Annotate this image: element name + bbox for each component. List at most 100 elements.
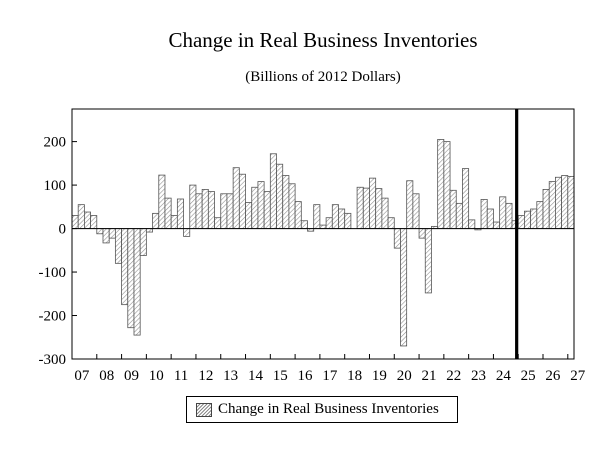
bar	[189, 184, 197, 229]
bar	[517, 215, 525, 229]
x-tick-label: 23	[471, 368, 486, 384]
y-tick-label: 100	[44, 178, 67, 194]
legend: Change in Real Business Inventories	[186, 396, 458, 423]
bar	[238, 173, 246, 229]
x-tick-label: 24	[496, 368, 512, 384]
bar	[443, 141, 451, 229]
bar	[548, 181, 556, 229]
x-tick-label: 20	[397, 368, 412, 384]
bar	[356, 186, 364, 229]
bar	[319, 224, 327, 229]
x-tick-label: 18	[347, 368, 362, 384]
bar	[400, 228, 408, 347]
bar	[84, 211, 92, 229]
bar	[375, 188, 383, 229]
bar	[437, 139, 445, 229]
bar	[232, 167, 240, 229]
bar	[269, 153, 277, 229]
x-tick-label: 11	[174, 368, 188, 384]
bar	[257, 181, 265, 229]
bar	[251, 186, 259, 229]
bar	[462, 168, 470, 229]
x-tick-label: 08	[99, 368, 114, 384]
bar	[145, 228, 153, 233]
bar	[344, 212, 352, 229]
bar	[139, 228, 147, 256]
bar	[493, 221, 501, 229]
bar	[220, 193, 228, 229]
chart-title: Change in Real Business Inventories	[168, 28, 478, 52]
x-tick-label: 21	[421, 368, 436, 384]
x-tick-label: 26	[545, 368, 561, 384]
x-tick-label: 17	[322, 368, 338, 384]
bar	[468, 219, 476, 229]
bar	[480, 199, 488, 229]
bar	[245, 202, 253, 229]
bar	[170, 215, 178, 229]
bar	[499, 196, 507, 229]
bar	[561, 175, 569, 229]
x-tick-label: 07	[74, 368, 90, 384]
legend-label: Change in Real Business Inventories	[218, 401, 439, 417]
bar	[263, 191, 271, 229]
bar	[127, 228, 135, 329]
bar	[505, 202, 513, 229]
y-tick-label: 200	[44, 135, 67, 151]
x-tick-label: 10	[149, 368, 164, 384]
bar	[294, 201, 302, 229]
bar	[300, 220, 308, 229]
bar	[207, 191, 215, 229]
y-tick-label: 0	[59, 222, 67, 238]
bar	[158, 174, 166, 229]
bar	[393, 228, 401, 249]
bar	[567, 175, 575, 229]
x-tick-label: 14	[248, 368, 264, 384]
bar	[121, 228, 129, 306]
bar	[214, 217, 222, 229]
bar	[338, 208, 346, 229]
bar	[152, 212, 160, 229]
bar	[108, 228, 116, 239]
x-tick-label: 27	[570, 368, 586, 384]
x-tick-label: 22	[446, 368, 461, 384]
x-tick-label: 15	[273, 368, 288, 384]
bar	[424, 228, 432, 294]
y-tick-label: -100	[39, 265, 67, 281]
bar	[313, 204, 321, 229]
y-tick-label: -200	[39, 309, 67, 325]
x-tick-label: 09	[124, 368, 139, 384]
bar	[486, 208, 494, 229]
bar	[418, 228, 426, 239]
bar	[381, 197, 389, 229]
x-tick-label: 19	[372, 368, 387, 384]
bar	[164, 197, 172, 229]
bar	[77, 204, 85, 229]
bar	[96, 228, 104, 235]
bar	[406, 180, 414, 229]
bar	[449, 189, 457, 229]
plot-frame	[71, 108, 575, 360]
bar	[455, 202, 463, 229]
y-tick-label: -300	[39, 352, 67, 368]
bar	[102, 228, 110, 244]
bar	[331, 204, 339, 229]
bar	[133, 228, 141, 336]
x-tick-label: 25	[521, 368, 536, 384]
bar	[195, 193, 203, 229]
bar	[114, 228, 122, 264]
bar	[201, 189, 209, 229]
bar	[362, 187, 370, 229]
bar	[183, 228, 191, 237]
bar	[288, 183, 296, 229]
bar	[530, 208, 538, 229]
legend-swatch-icon	[196, 402, 212, 417]
bar	[412, 193, 420, 229]
chart-subtitle: (Billions of 2012 Dollars)	[245, 69, 401, 85]
bar	[226, 193, 234, 229]
bar	[282, 175, 290, 229]
bar	[71, 215, 79, 229]
bar	[276, 163, 284, 229]
x-tick-label: 13	[223, 368, 238, 384]
bar	[387, 217, 395, 229]
